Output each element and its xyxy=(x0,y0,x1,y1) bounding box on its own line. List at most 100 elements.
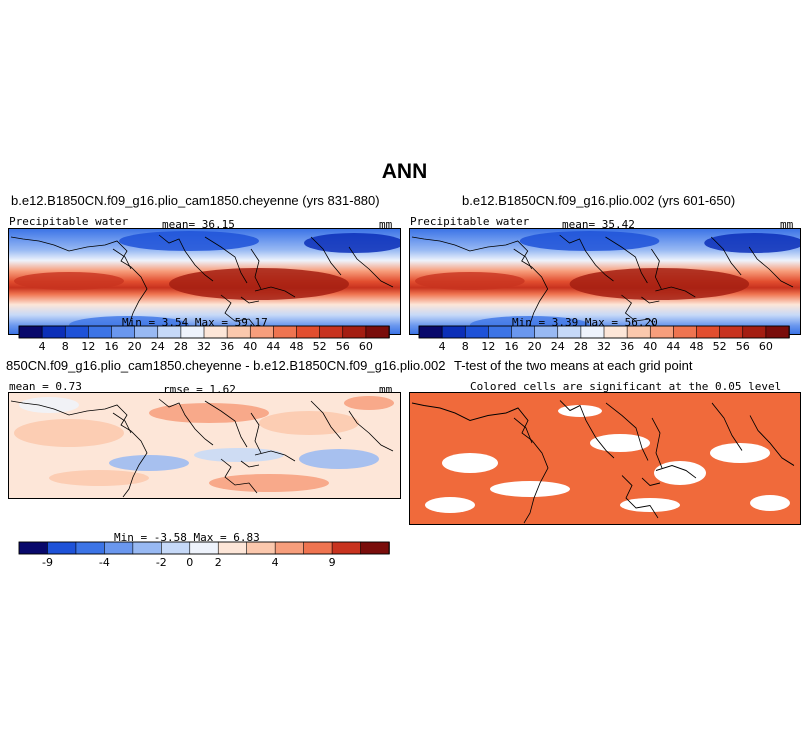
coastline-segment xyxy=(348,246,394,288)
coastline-segment xyxy=(310,400,342,440)
colorbar-swatch xyxy=(673,325,698,339)
colorbar-swatch xyxy=(132,541,163,555)
colorbar-swatch xyxy=(331,541,362,555)
colorbar-swatch xyxy=(111,325,136,339)
coastline-segment xyxy=(254,286,296,298)
colorbar-tick-label: 56 xyxy=(336,340,350,353)
colorbar-tick-label: 52 xyxy=(713,340,727,353)
coastline-segment xyxy=(559,234,614,282)
panel4-subtitle: Colored cells are significant at the 0.0… xyxy=(470,380,782,393)
colorbar-tick-label: 36 xyxy=(220,340,234,353)
colorbar-swatch xyxy=(696,325,721,339)
colorbar-frame xyxy=(18,541,390,555)
coastline-segment xyxy=(112,248,132,270)
colorbar-tick-label: 4 xyxy=(39,340,46,353)
itcz-band xyxy=(14,272,124,290)
colorbar-tick-label: 8 xyxy=(462,340,469,353)
colorbar-swatch xyxy=(488,325,513,339)
colorbar-tick-label: 44 xyxy=(266,340,280,353)
colorbar-tick-label: 16 xyxy=(505,340,519,353)
panel3-field xyxy=(9,393,400,498)
coastline xyxy=(10,234,394,334)
coastline-segment xyxy=(605,402,649,461)
panel3-title: 850CN.f09_g16.plio_cam1850.cheyenne - b.… xyxy=(6,358,446,373)
colorbar-tick-label: 28 xyxy=(574,340,588,353)
colorbar-tick-label: 9 xyxy=(329,556,336,569)
panel4-field xyxy=(410,393,800,524)
coastline-segment xyxy=(250,412,262,454)
panel3-map xyxy=(8,392,401,499)
colorbar-frame xyxy=(418,325,790,339)
colorbar-swatch xyxy=(534,325,559,339)
diff-anomaly xyxy=(14,419,124,447)
coastline xyxy=(411,400,795,524)
figure-title: ANN xyxy=(381,160,428,183)
colorbar-swatch xyxy=(217,541,248,555)
colorbar-swatch xyxy=(464,325,490,339)
colorbar-swatch xyxy=(88,325,113,339)
coastline-segment xyxy=(621,475,659,519)
colorbar-tick-label: 48 xyxy=(690,340,704,353)
colorbar-swatch xyxy=(18,325,43,339)
coastline-segment xyxy=(411,402,549,524)
dry-region xyxy=(119,231,259,251)
ttest-insignificant-area xyxy=(490,481,570,497)
colorbar-tick-label: 20 xyxy=(128,340,142,353)
colorbar-swatch xyxy=(580,325,605,339)
coastline-segment xyxy=(651,248,662,290)
colorbar-tick-label: 4 xyxy=(439,340,446,353)
colorbar-swatch xyxy=(719,325,744,339)
coastline-segment xyxy=(748,246,794,288)
panel2-variable-label: Precipitable water xyxy=(410,215,530,228)
ttest-insignificant-area xyxy=(442,453,498,473)
panel3-colorbar: -9 -4 -2 0 2 4 9 xyxy=(18,541,390,569)
colorbar-swatch xyxy=(342,325,367,339)
coastline-segment xyxy=(749,415,795,466)
colorbar-swatch xyxy=(246,541,276,555)
coastline-segment xyxy=(559,400,615,459)
colorbar-swatch xyxy=(274,541,305,555)
colorbar-swatch xyxy=(161,541,191,555)
colorbar-swatch xyxy=(557,325,582,339)
colorbar-swatch xyxy=(157,325,182,339)
diff-anomaly xyxy=(19,397,79,413)
colorbar-tick-label: 32 xyxy=(197,340,211,353)
panel1-colorbar: 4 8 12 16 20 24 28 32 36 40 44 48 52 56 60 xyxy=(18,325,390,353)
panel1-field xyxy=(9,229,400,334)
diff-anomaly xyxy=(259,411,359,435)
coastline-segment xyxy=(641,477,661,487)
colorbar-tick-label: 44 xyxy=(666,340,680,353)
colorbar-tick-label: 32 xyxy=(597,340,611,353)
panel2-units: mm xyxy=(780,218,794,231)
coastline-segment xyxy=(711,402,743,451)
coastline-segment xyxy=(240,296,260,304)
coastline-segment xyxy=(655,286,696,298)
colorbar-tick-label: 20 xyxy=(528,340,542,353)
ttest-insignificant-area xyxy=(750,495,790,511)
itcz-band xyxy=(414,272,525,290)
diff-anomaly xyxy=(299,449,379,469)
coastline-segment xyxy=(204,236,248,284)
dry-region xyxy=(704,233,800,253)
ttest-insignificant-area xyxy=(425,497,475,513)
coastline-segment xyxy=(112,412,132,434)
coastline-segment xyxy=(513,248,533,270)
coastline-segment xyxy=(605,236,648,284)
panel1-units: mm xyxy=(379,218,393,231)
colorbar-tick-label: 0 xyxy=(186,556,193,569)
coastline-segment xyxy=(411,236,549,334)
colorbar-tick-label: 40 xyxy=(243,340,257,353)
colorbar-swatch xyxy=(418,325,443,339)
colorbar-swatch xyxy=(441,325,467,339)
colorbar-swatch xyxy=(360,541,390,555)
colorbar-swatch xyxy=(365,325,390,339)
colorbar-tick-label: 48 xyxy=(290,340,304,353)
colorbar-swatch xyxy=(134,325,159,339)
colorbar-swatch xyxy=(180,325,205,339)
colorbar-tick-label: 40 xyxy=(643,340,657,353)
diff-anomaly xyxy=(149,403,269,423)
colorbar-tick-label: 36 xyxy=(620,340,634,353)
colorbar-swatch xyxy=(41,325,67,339)
coastline-segment xyxy=(10,236,148,334)
colorbar-tick-label: 52 xyxy=(313,340,327,353)
